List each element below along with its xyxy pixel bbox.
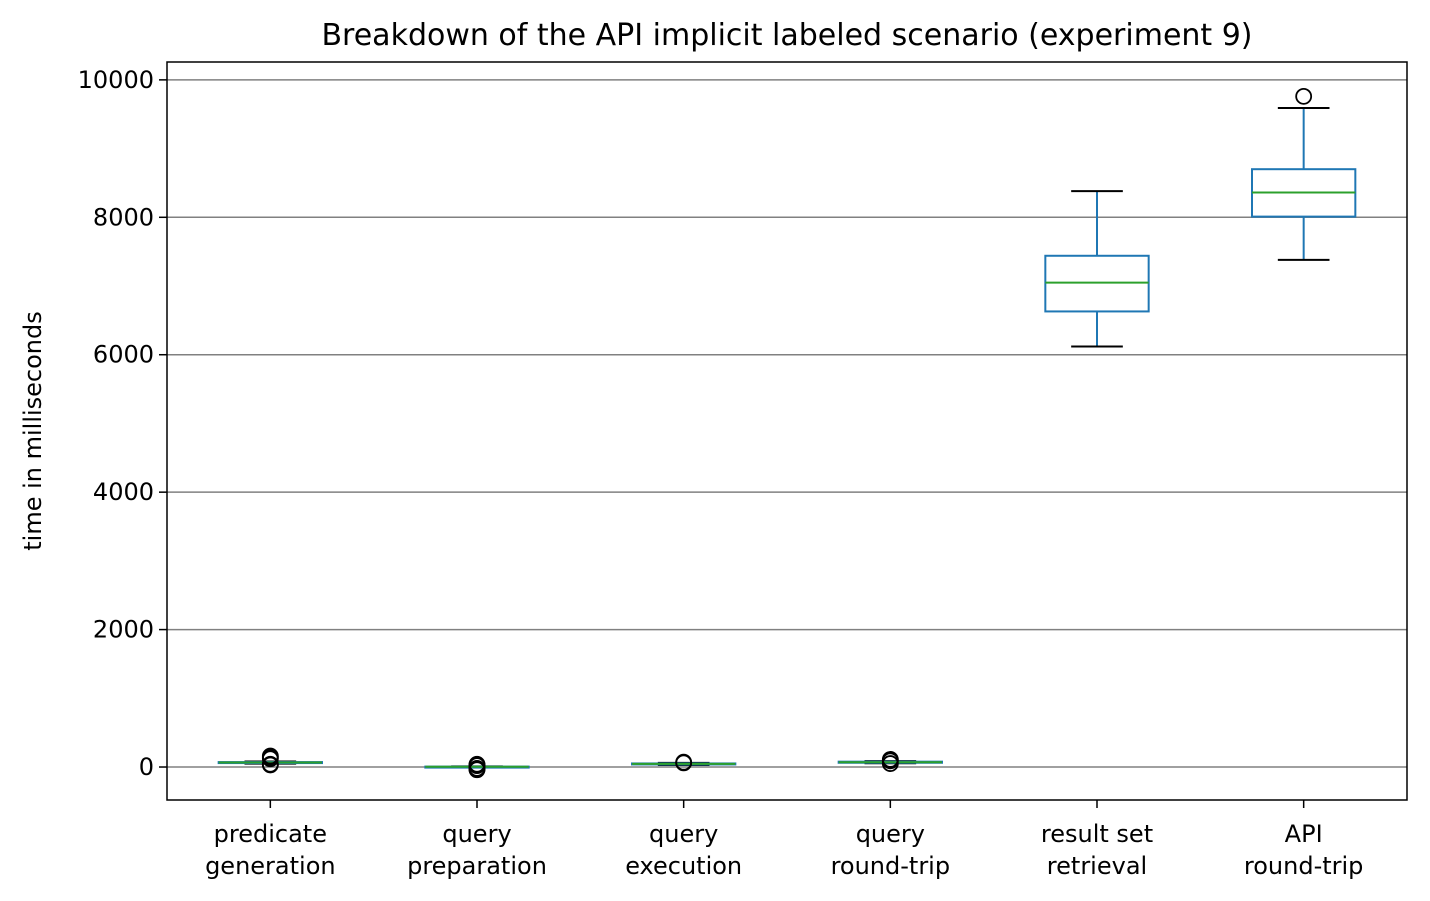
x-tick-label: round-trip bbox=[1244, 852, 1364, 880]
y-tick-label: 0 bbox=[139, 753, 154, 781]
grid-lines bbox=[167, 79, 1407, 768]
box-plot-6 bbox=[1251, 87, 1357, 261]
x-tick-label: query bbox=[649, 820, 718, 848]
x-tick-label: round-trip bbox=[831, 852, 951, 880]
box-plot-1 bbox=[217, 747, 324, 774]
box-plot-2 bbox=[424, 755, 530, 779]
y-tick-label: 10000 bbox=[78, 66, 154, 94]
x-tick-label: execution bbox=[625, 852, 742, 880]
outlier-point bbox=[1295, 87, 1313, 105]
x-tick-label: API bbox=[1285, 820, 1323, 848]
outlier-point bbox=[261, 747, 279, 765]
y-tick-label: 4000 bbox=[93, 478, 154, 506]
box-plot-4 bbox=[837, 751, 944, 772]
x-tick-label: result set bbox=[1041, 820, 1153, 848]
y-tick-label: 6000 bbox=[93, 341, 154, 369]
y-tick-label: 2000 bbox=[93, 616, 154, 644]
x-tick-label: generation bbox=[205, 852, 336, 880]
box-plot-3 bbox=[631, 753, 737, 772]
x-tick-label: preparation bbox=[407, 852, 547, 880]
x-tick-label: predicate bbox=[214, 820, 327, 848]
outlier-point bbox=[468, 755, 486, 773]
x-axis-ticks: predicate generation query preparation query… bbox=[205, 800, 1363, 880]
box-plots bbox=[217, 87, 1357, 779]
x-tick-label: query bbox=[442, 820, 511, 848]
x-tick-label: retrieval bbox=[1047, 852, 1147, 880]
y-axis-ticks: 0 2000 4000 6000 8000 10000 bbox=[78, 66, 167, 781]
plot-area-frame bbox=[166, 61, 1408, 801]
chart-title: Breakdown of the API implicit labeled sc… bbox=[321, 18, 1252, 53]
outlier-point bbox=[261, 755, 279, 773]
y-axis-label: time in milliseconds bbox=[19, 311, 47, 551]
x-tick-label: query bbox=[856, 820, 925, 848]
box-plot-5 bbox=[1044, 190, 1150, 348]
box-iqr bbox=[1044, 254, 1150, 313]
outlier-point bbox=[675, 753, 693, 771]
y-tick-label: 8000 bbox=[93, 203, 154, 231]
outlier-point bbox=[881, 751, 899, 768]
